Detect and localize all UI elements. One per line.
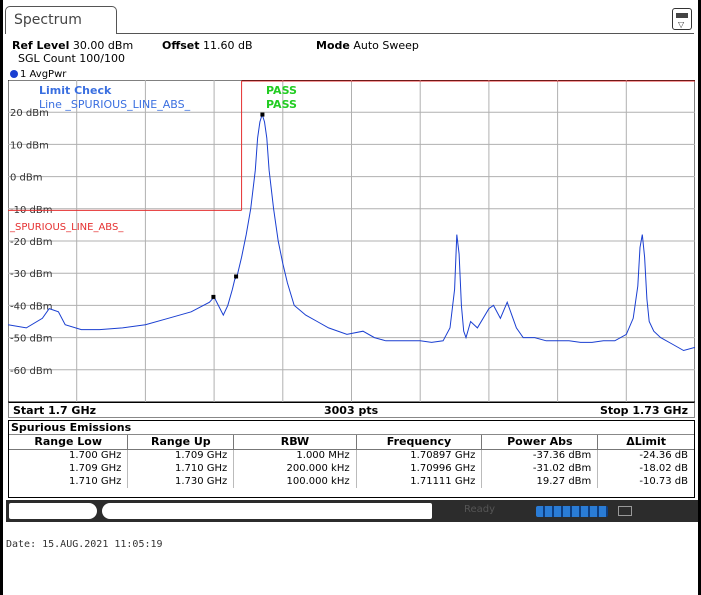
- tab-spectrum[interactable]: Spectrum: [5, 6, 117, 34]
- measurement-progress-bar: [536, 506, 608, 517]
- trace-indicator-icon: [10, 70, 18, 78]
- spurious-emissions-table: Spurious Emissions Range Low Range Up RB…: [8, 420, 695, 498]
- trace-label[interactable]: 1 AvgPwr: [10, 69, 66, 80]
- cell-range-low: 1.710 GHz: [9, 475, 129, 488]
- col-range-up[interactable]: Range Up: [127, 435, 235, 450]
- date-stamp: Date: 15.AUG.2021 11:05:19: [6, 539, 163, 550]
- table-header-row: Range Low Range Up RBW Frequency Power A…: [9, 435, 694, 450]
- cell-range-up: 1.709 GHz: [127, 449, 235, 462]
- limit-line-status: PASS: [266, 98, 297, 111]
- cell-power-abs: -37.36 dBm: [481, 449, 599, 462]
- cell-delta-limit: -18.02 dB: [639, 463, 688, 474]
- col-range-low[interactable]: Range Low: [9, 435, 129, 450]
- spurious-table-title: Spurious Emissions: [9, 421, 694, 435]
- y-tick-label: -20 dBm: [10, 237, 52, 248]
- trace-label-text: 1 AvgPwr: [20, 69, 67, 80]
- peak-marker: [260, 112, 265, 117]
- peak-markers: [211, 112, 265, 299]
- mode-readout[interactable]: Mode Auto Sweep: [316, 39, 419, 52]
- frequency-axis-bar: Start 1.7 GHz 3003 pts Stop 1.73 GHz: [8, 402, 695, 418]
- col-frequency[interactable]: Frequency: [356, 435, 483, 450]
- chevron-down-icon: ▽: [678, 20, 685, 29]
- cell-delta-limit: -24.36 dB: [639, 450, 688, 462]
- limit-check-status: PASS: [266, 84, 297, 97]
- cell-delta-limit: -10.73 dB: [639, 476, 688, 487]
- cell-range-low: 1.709 GHz: [9, 462, 129, 475]
- cell-frequency: 1.70897 GHz: [356, 449, 483, 462]
- start-frequency[interactable]: Start 1.7 GHz: [13, 404, 97, 417]
- status-input-main[interactable]: [102, 503, 432, 519]
- limit-line-name: _SPURIOUS_LINE_ABS_: [9, 222, 124, 233]
- mode-value: Auto Sweep: [353, 39, 419, 52]
- status-input-left[interactable]: [9, 503, 97, 519]
- cell-rbw: 200.000 kHz: [233, 462, 357, 475]
- transducer-icon: [618, 506, 632, 516]
- cell-rbw: 1.000 MHz: [233, 449, 357, 462]
- offset-value: 11.60 dB: [203, 39, 253, 52]
- cell-range-low: 1.700 GHz: [9, 449, 129, 462]
- cell-rbw: 100.000 kHz: [233, 475, 357, 488]
- cell-range-up: 1.730 GHz: [127, 475, 235, 488]
- y-tick-label: 10 dBm: [10, 140, 49, 151]
- status-ready-text: Ready: [464, 504, 496, 515]
- limit-line-label: Line _SPURIOUS_LINE_ABS_: [39, 98, 191, 111]
- y-tick-label: 20 dBm: [10, 108, 49, 119]
- y-tick-label: 0 dBm: [10, 173, 43, 184]
- y-tick-label: -30 dBm: [10, 269, 52, 280]
- ref-level-value: 30.00 dBm: [72, 39, 134, 52]
- peak-marker: [234, 274, 239, 279]
- cell-range-up: 1.710 GHz: [127, 462, 235, 475]
- y-tick-label: -50 dBm: [10, 334, 52, 345]
- stop-frequency[interactable]: Stop 1.73 GHz: [599, 404, 688, 417]
- mode-label: Mode: [316, 39, 350, 52]
- sgl-count: SGL Count 100/100: [18, 52, 125, 65]
- col-delta-limit[interactable]: ΔLimit: [597, 435, 694, 450]
- y-tick-label: -60 dBm: [10, 366, 52, 377]
- offset-readout[interactable]: Offset 11.60 dB: [162, 39, 253, 52]
- cell-frequency: 1.70996 GHz: [356, 462, 483, 475]
- offset-label: Offset: [162, 39, 200, 52]
- cell-power-abs: 19.27 dBm: [481, 475, 599, 488]
- ref-level-readout[interactable]: Ref Level 30.00 dBm: [12, 39, 133, 52]
- plot-grid: [8, 80, 695, 402]
- limit-check-title: Limit Check: [39, 84, 112, 97]
- table-row[interactable]: 1.709 GHz 1.710 GHz 200.000 kHz 1.70996 …: [9, 462, 694, 475]
- spurious-table: Range Low Range Up RBW Frequency Power A…: [9, 435, 694, 488]
- cell-frequency: 1.71111 GHz: [356, 475, 483, 488]
- limit-line: [8, 80, 695, 211]
- display-config-icon: [676, 13, 688, 18]
- col-power-abs[interactable]: Power Abs: [481, 435, 599, 450]
- trace-1-line: [8, 112, 695, 352]
- col-rbw[interactable]: RBW: [233, 435, 357, 450]
- tab-divider: [117, 33, 694, 34]
- status-bar: Ready: [6, 500, 698, 522]
- table-row[interactable]: 1.700 GHz 1.709 GHz 1.000 MHz 1.70897 GH…: [9, 449, 694, 462]
- y-tick-label: -40 dBm: [10, 301, 52, 312]
- cell-power-abs: -31.02 dBm: [481, 462, 599, 475]
- sweep-points[interactable]: 3003 pts: [324, 404, 379, 417]
- peak-marker: [211, 294, 216, 299]
- table-row[interactable]: 1.710 GHz 1.730 GHz 100.000 kHz 1.71111 …: [9, 475, 694, 488]
- ref-level-label: Ref Level: [12, 39, 70, 52]
- display-config-button[interactable]: ▽: [672, 8, 692, 30]
